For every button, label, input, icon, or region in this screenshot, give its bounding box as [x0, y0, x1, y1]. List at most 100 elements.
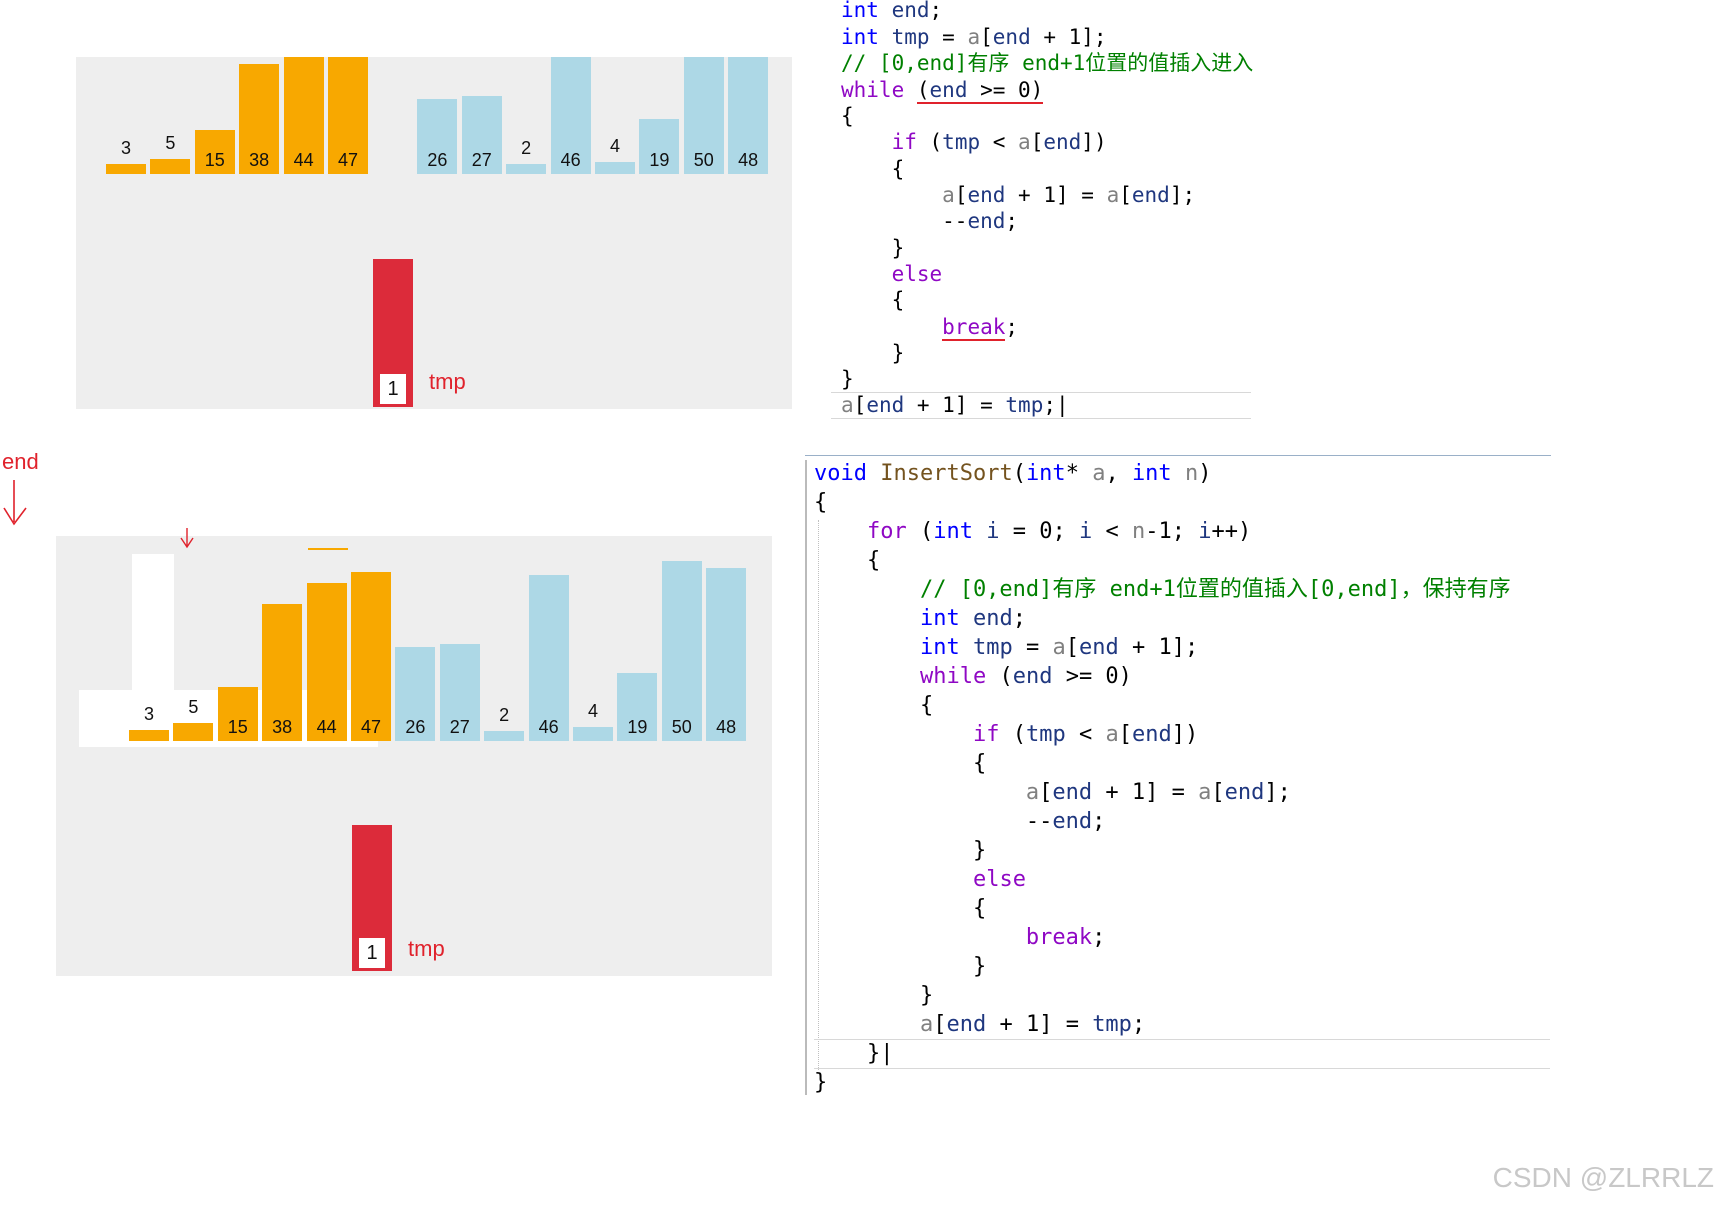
bar-label: 48 — [716, 717, 737, 737]
bar-label: 47 — [360, 717, 382, 737]
code-line: } — [814, 1070, 828, 1095]
code-line: } — [814, 983, 934, 1008]
bottom-diagram-panel: 3 5 15 38 44 47 26 27 2 46 4 19 50 48 1 tmp — [56, 536, 772, 976]
bar-label: 5 — [165, 133, 176, 153]
bar-label: 26 — [405, 717, 426, 737]
bar-label: 46 — [538, 717, 559, 737]
bottom-tmp-value: 1 — [359, 938, 385, 968]
bar-27 — [461, 96, 502, 174]
code-line: --end; — [814, 809, 1106, 834]
bar-5 — [173, 723, 214, 741]
top-tmp-label: tmp — [429, 369, 466, 394]
end-annotation-label: end — [2, 449, 39, 474]
bar-38 — [262, 604, 303, 741]
bar-label: 47 — [337, 150, 359, 170]
code-line: { — [814, 548, 881, 573]
position-arrow-icon — [180, 528, 194, 549]
top-diagram-panel: 3 5 15 38 44 47 26 27 2 46 4 19 50 48 1 tmp — [76, 57, 792, 409]
bar-label: 2 — [521, 138, 532, 158]
bar-15 — [194, 130, 235, 174]
top-tmp-bar: 1 — [373, 259, 413, 407]
down-arrow-icon — [3, 480, 27, 526]
code-line: } — [814, 954, 987, 979]
code-line: } — [841, 236, 905, 260]
bar-38 — [239, 64, 280, 174]
code-line: { — [814, 693, 934, 718]
code-line: else — [972, 867, 1026, 892]
top-code-block: int end; int tmp = a[end + 1]; // [0,end… — [841, 0, 1261, 420]
code-line: break; — [942, 315, 1019, 341]
bar-label: 4 — [609, 136, 620, 156]
bar-label: 15 — [204, 150, 225, 170]
code-line: { — [841, 288, 905, 312]
code-line: a[end + 1] = tmp;| — [841, 393, 1069, 417]
bar-label: 26 — [427, 150, 448, 170]
bar-46 — [550, 57, 591, 174]
bar-27 — [439, 644, 480, 741]
bar-label: 50 — [693, 150, 714, 170]
bar-15 — [217, 687, 258, 741]
bar-48 — [706, 568, 747, 741]
bar-label: 27 — [449, 717, 470, 737]
bar-50 — [683, 57, 724, 174]
code-line: } — [841, 367, 854, 391]
bar-4 — [573, 727, 613, 741]
code-line: { — [841, 157, 905, 181]
code-line: { — [814, 490, 828, 515]
bar-4 — [595, 162, 635, 174]
code-line: a[end + 1] = tmp; — [919, 1012, 1146, 1037]
top-code-separator-bottom — [831, 418, 1251, 419]
bottom-tmp-label: tmp — [408, 936, 445, 961]
bar-label: 3 — [120, 138, 131, 158]
bar-26 — [417, 99, 458, 174]
bar-label: 19 — [649, 150, 670, 170]
code-line: int end; — [919, 606, 1026, 631]
bar-label: 3 — [143, 704, 154, 724]
code-line: void InsertSort(int* a, int n) — [814, 461, 1212, 486]
code-line: { — [841, 104, 854, 128]
code-line: { — [814, 896, 987, 921]
code-line: else — [891, 262, 943, 286]
section-divider — [805, 455, 1551, 456]
bar-label: 5 — [188, 697, 199, 717]
code-line: if (tmp < a[end]) — [972, 722, 1199, 747]
bar-label: 38 — [272, 717, 293, 737]
editor-gutter-line — [805, 460, 807, 1095]
bar-48 — [728, 57, 769, 174]
code-comment: // [0,end]有序 end+1位置的值插入[0,end]，保持有序 — [814, 577, 1511, 602]
bar-44 — [306, 583, 347, 741]
bottom-sorted-marker — [308, 548, 348, 550]
code-line: while (end >= 0) — [841, 78, 1044, 104]
bottom-tmp-bar: 1 — [352, 825, 392, 971]
bar-19 — [639, 119, 680, 174]
bar-label: 46 — [560, 150, 581, 170]
bottom-white-highlight-tall — [132, 554, 174, 690]
bar-3 — [106, 164, 146, 174]
code-line: a[end + 1] = a[end]; — [942, 183, 1196, 207]
bar-label: 27 — [471, 150, 492, 170]
bar-label: 48 — [738, 150, 759, 170]
bar-label: 44 — [293, 150, 314, 170]
top-tmp-value: 1 — [380, 374, 406, 404]
bar-47 — [351, 572, 391, 741]
bar-label: 2 — [499, 705, 510, 725]
code-line: break; — [1025, 925, 1106, 950]
bottom-code-block: void InsertSort(int* a, int n) { for (in… — [814, 460, 1614, 1100]
bar-3 — [129, 730, 169, 741]
bar-26 — [395, 647, 436, 741]
bar-2 — [484, 731, 525, 741]
bar-label: 44 — [316, 717, 337, 737]
bar-5 — [150, 159, 191, 174]
current-line-box — [814, 1039, 1550, 1069]
bar-2 — [506, 164, 547, 174]
code-line: } — [814, 838, 987, 863]
bar-label: 50 — [671, 717, 692, 737]
code-line: if (tmp < a[end]) — [891, 130, 1107, 154]
code-line: for (int i = 0; i < n-1; i++) — [866, 519, 1252, 544]
code-line: a[end + 1] = a[end]; — [1025, 780, 1291, 805]
bar-19 — [617, 673, 658, 741]
bar-label: 38 — [249, 150, 270, 170]
watermark: CSDN @ZLRRLZ — [1492, 1162, 1714, 1193]
bar-44 — [283, 57, 324, 174]
editor-scope-line — [818, 520, 819, 1070]
